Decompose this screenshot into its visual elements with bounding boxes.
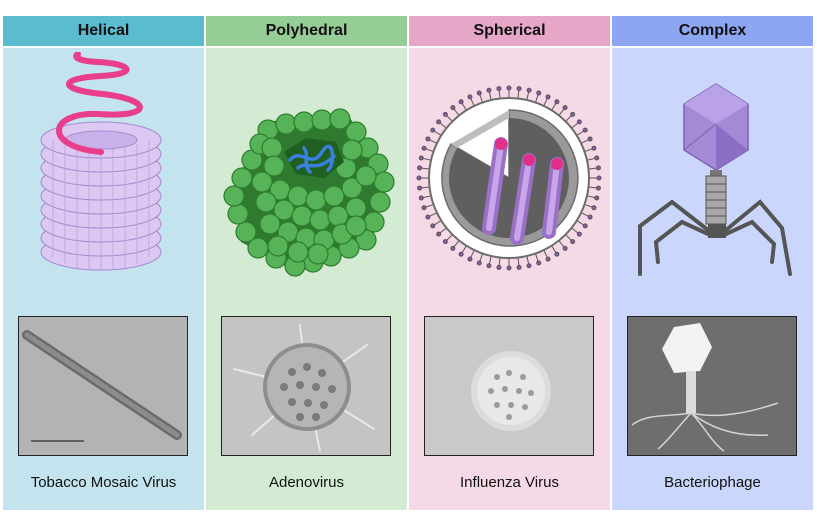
column-complex: Complex bbox=[612, 16, 813, 510]
glycoprotein-spike-tip bbox=[545, 94, 551, 100]
bacteriophage-photo bbox=[627, 316, 797, 456]
glycoprotein-spike-tip bbox=[594, 195, 600, 201]
glycoprotein-spike-tip bbox=[570, 239, 576, 245]
glycoprotein-spike-tip bbox=[496, 264, 502, 270]
glycoprotein-spike-tip bbox=[526, 263, 532, 269]
glycoprotein-spike-tip bbox=[458, 251, 464, 257]
glycoprotein-spike-tip bbox=[587, 136, 593, 142]
glycoprotein-spike-tip bbox=[417, 185, 423, 191]
glycoprotein-spike-tip bbox=[430, 127, 436, 133]
glycoprotein-spike-tip bbox=[417, 165, 423, 171]
caption-helical: Tobacco Mosaic Virus bbox=[30, 474, 177, 491]
glycoprotein-spike-tip bbox=[591, 205, 597, 211]
adenovirus-photo bbox=[221, 316, 391, 456]
glycoprotein-spike-tip bbox=[576, 231, 582, 237]
glycoprotein-spike-tip bbox=[416, 175, 422, 181]
glycoprotein-spike-tip bbox=[450, 105, 456, 111]
glycoprotein-spike-tip bbox=[595, 165, 601, 171]
glycoprotein-spike-tip bbox=[425, 136, 431, 142]
caption-polyhedral: Adenovirus bbox=[268, 474, 345, 491]
caption-complex: Bacteriophage bbox=[664, 474, 761, 491]
glycoprotein-spike-tip bbox=[562, 105, 568, 111]
glycoprotein-spike-tip bbox=[458, 99, 464, 105]
glycoprotein-spike-tip bbox=[442, 239, 448, 245]
glycoprotein-spike-tip bbox=[486, 87, 492, 93]
glycoprotein-spike-tip bbox=[570, 111, 576, 117]
glycoprotein-spike-tip bbox=[562, 245, 568, 251]
helical-virus-diagram bbox=[40, 52, 162, 271]
glycoprotein-spike-tip bbox=[442, 111, 448, 117]
glycoprotein-spike-tip bbox=[436, 119, 442, 125]
glycoprotein-spike-tip bbox=[476, 90, 482, 96]
column-spherical: Spherical bbox=[409, 16, 610, 510]
glycoprotein-spike-tip bbox=[596, 175, 602, 181]
glycoprotein-spike-tip bbox=[582, 223, 588, 229]
glycoprotein-spike-tip bbox=[506, 85, 512, 91]
caption-spherical: Influenza Virus bbox=[460, 474, 559, 491]
glycoprotein-spike-tip bbox=[486, 263, 492, 269]
glycoprotein-spike-tip bbox=[587, 214, 593, 220]
glycoprotein-spike-tip bbox=[594, 155, 600, 161]
glycoprotein-spike-tip bbox=[516, 264, 522, 270]
header-complex-label: Complex bbox=[678, 22, 747, 39]
header-helical-label: Helical bbox=[77, 22, 130, 39]
glycoprotein-spike-tip bbox=[536, 90, 542, 96]
glycoprotein-spike-tip bbox=[554, 99, 560, 105]
glycoprotein-spike-tip bbox=[576, 119, 582, 125]
glycoprotein-spike-tip bbox=[536, 260, 542, 266]
glycoprotein-spike-tip bbox=[476, 260, 482, 266]
header-complex: Complex bbox=[612, 16, 813, 46]
glycoprotein-spike-tip bbox=[526, 87, 532, 93]
glycoprotein-spike-tip bbox=[421, 205, 427, 211]
glycoprotein-spike-tip bbox=[450, 245, 456, 251]
tobacco-mosaic-virus-photo bbox=[18, 316, 188, 456]
glycoprotein-spike-tip bbox=[418, 155, 424, 161]
spherical-virus-diagram bbox=[416, 85, 602, 271]
header-spherical-label: Spherical bbox=[473, 22, 546, 39]
glycoprotein-spike-tip bbox=[421, 145, 427, 151]
glycoprotein-spike-tip bbox=[554, 251, 560, 257]
glycoprotein-spike-tip bbox=[467, 256, 473, 262]
column-helical: Helical bbox=[3, 16, 204, 510]
glycoprotein-spike-tip bbox=[436, 231, 442, 237]
header-helical: Helical bbox=[3, 16, 204, 46]
influenza-virus-photo bbox=[424, 316, 594, 456]
glycoprotein-spike-tip bbox=[516, 86, 522, 92]
glycoprotein-spike-tip bbox=[425, 214, 431, 220]
column-polyhedral: Polyhedral bbox=[206, 16, 407, 510]
header-polyhedral: Polyhedral bbox=[206, 16, 407, 46]
glycoprotein-spike-tip bbox=[582, 127, 588, 133]
glycoprotein-spike-tip bbox=[591, 145, 597, 151]
polyhedral-virus-diagram bbox=[223, 108, 395, 277]
complex-virus-diagram bbox=[638, 83, 792, 276]
header-polyhedral-label: Polyhedral bbox=[265, 22, 348, 39]
glycoprotein-spike-tip bbox=[545, 256, 551, 262]
glycoprotein-spike-tip bbox=[595, 185, 601, 191]
glycoprotein-spike-tip bbox=[506, 265, 512, 271]
glycoprotein-spike-tip bbox=[496, 86, 502, 92]
glycoprotein-spike-tip bbox=[430, 223, 436, 229]
header-spherical: Spherical bbox=[409, 16, 610, 46]
glycoprotein-spike-tip bbox=[418, 195, 424, 201]
glycoprotein-spike-tip bbox=[467, 94, 473, 100]
